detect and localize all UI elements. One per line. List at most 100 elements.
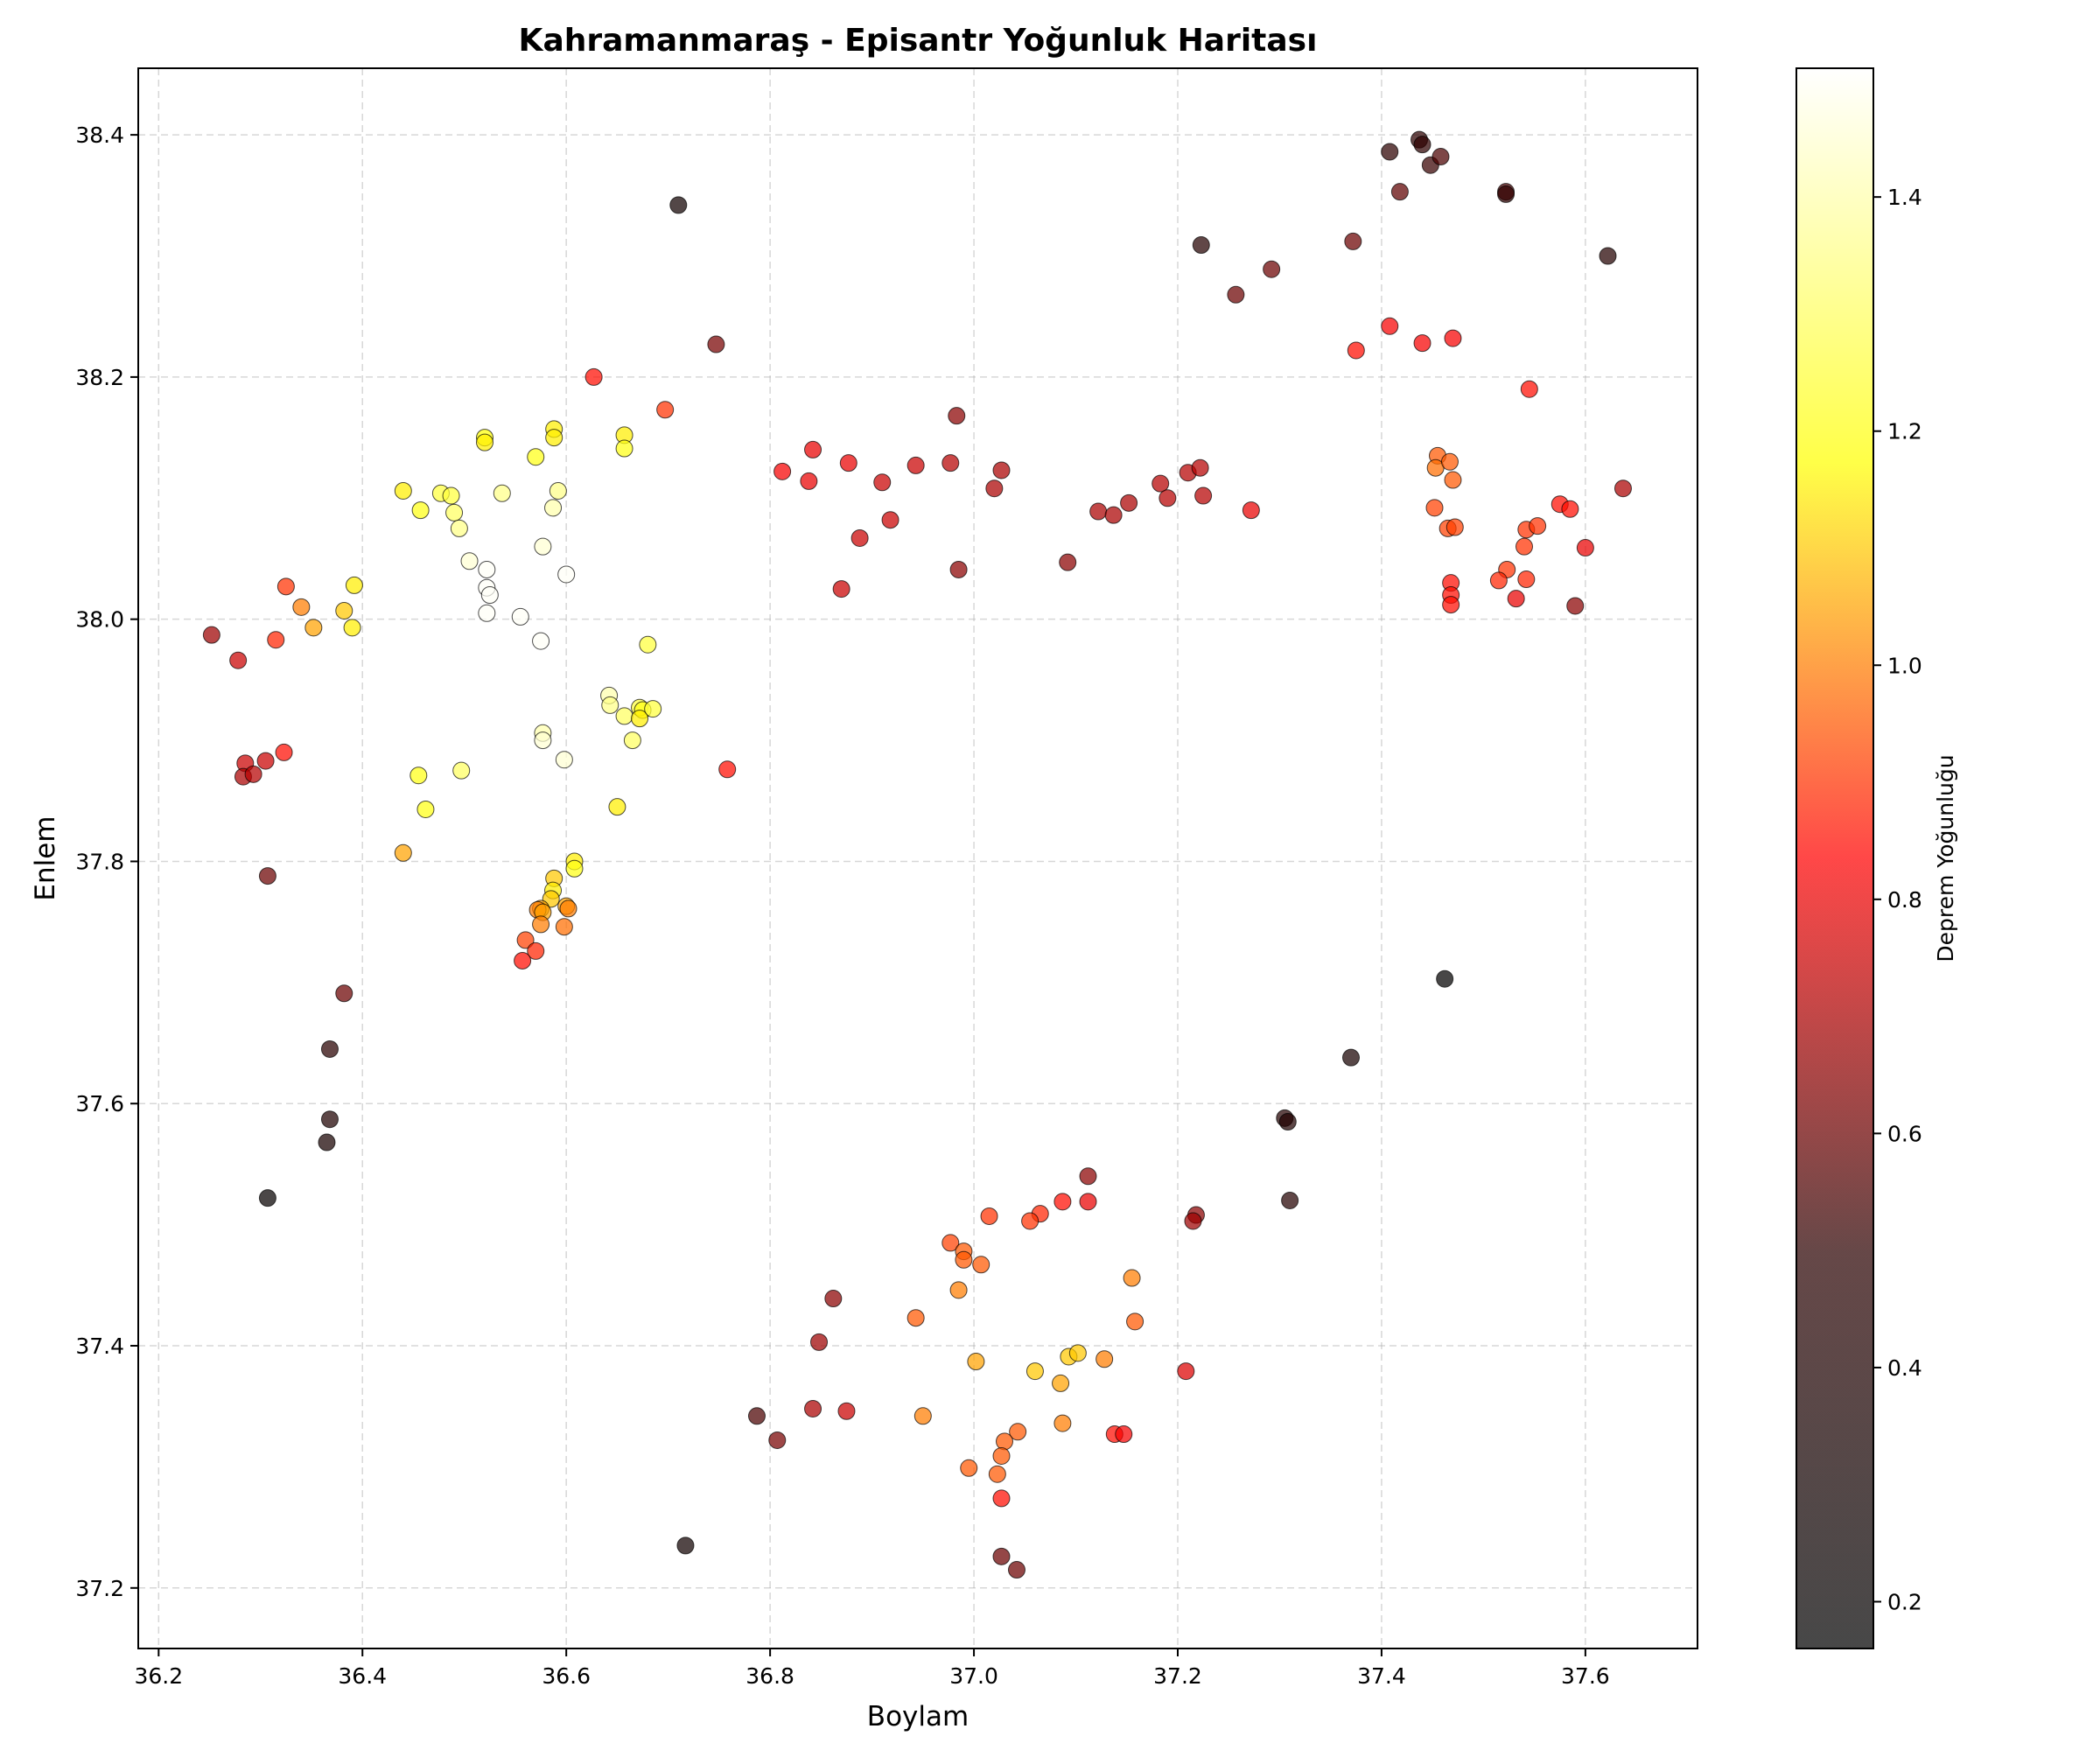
- epicenter-point: [1497, 185, 1516, 203]
- epicenter-point: [244, 765, 262, 783]
- epicenter-point: [534, 732, 552, 750]
- colorbar-ticks: 0.2 0.4 0.6 0.8 1.0 1.2 1.4: [1873, 185, 1922, 1614]
- epicenter-point: [1561, 500, 1579, 518]
- epicenter-point: [394, 844, 412, 862]
- epicenter-point: [1444, 471, 1462, 489]
- epicenter-point: [345, 576, 363, 594]
- epicenter-point: [1281, 1191, 1299, 1209]
- epicenter-point: [837, 1402, 856, 1420]
- epicenter-point: [1517, 570, 1536, 589]
- epicenter-point: [1520, 380, 1538, 398]
- epicenter-point: [1052, 1374, 1070, 1392]
- epicenter-point: [992, 1489, 1011, 1508]
- epicenter-point: [1120, 494, 1138, 512]
- epicenter-point: [1089, 502, 1108, 521]
- y-tick-label: 37.8: [75, 849, 124, 874]
- epicenter-point: [1278, 1113, 1297, 1130]
- epicenter-point: [450, 519, 468, 537]
- epicenter-point: [639, 635, 657, 654]
- epicenter-point: [881, 511, 900, 529]
- epicenter-point: [768, 1431, 787, 1449]
- epicenter-point: [1442, 596, 1460, 614]
- epicenter-point: [1614, 480, 1632, 498]
- epicenter-point: [804, 440, 822, 458]
- epicenter-point: [1263, 260, 1281, 278]
- epicenter-point: [1347, 341, 1365, 360]
- epicenter-point: [516, 931, 535, 949]
- epicenter-point: [615, 707, 634, 725]
- x-tick-label: 36.2: [134, 1663, 183, 1689]
- colorbar-tick-label: 1.2: [1887, 419, 1922, 444]
- epicenter-point: [1242, 501, 1260, 520]
- epicenter-point: [549, 481, 567, 500]
- epicenter-point: [511, 607, 529, 626]
- epicenter-point: [1123, 1269, 1141, 1287]
- epicenter-point: [1152, 474, 1170, 493]
- epicenter-point: [914, 1407, 932, 1425]
- y-axis-label: Enlem: [30, 816, 61, 900]
- epicenter-point: [608, 798, 626, 816]
- epicenter-point: [1079, 1193, 1097, 1211]
- epicenter-point: [601, 696, 620, 714]
- epicenter-point: [555, 751, 573, 769]
- epicenter-point: [275, 743, 293, 761]
- epicenter-point: [335, 984, 354, 1003]
- epicenter-point: [1413, 334, 1432, 353]
- epicenter-point: [1021, 1212, 1040, 1230]
- epicenter-point: [565, 859, 584, 878]
- epicenter-point: [623, 732, 641, 750]
- epicenter-point: [442, 486, 460, 505]
- epicenter-point: [906, 1309, 925, 1327]
- epicenter-point: [1191, 458, 1209, 477]
- epicenter-point: [559, 900, 578, 918]
- epicenter-point: [1007, 1561, 1026, 1579]
- epicenter-point: [1068, 1344, 1087, 1362]
- epicenter-point: [960, 1459, 978, 1477]
- y-tick-label: 38.4: [75, 122, 124, 148]
- epicenter-point: [476, 433, 494, 452]
- epicenter-point: [832, 580, 850, 598]
- epicenter-point: [1381, 317, 1399, 335]
- epicenter-point: [644, 700, 662, 718]
- epicenter-point: [804, 1399, 822, 1418]
- colorbar-tick-label: 1.0: [1887, 653, 1922, 678]
- epicenter-point: [202, 626, 220, 644]
- x-tick-label: 37.4: [1357, 1663, 1406, 1689]
- x-tick-label: 36.4: [338, 1663, 387, 1689]
- y-tick-label: 38.2: [75, 365, 124, 390]
- epicenter-point: [949, 1281, 968, 1299]
- epicenter-point: [774, 462, 792, 480]
- epicenter-point: [942, 454, 960, 472]
- colorbar-tick-label: 0.8: [1887, 887, 1922, 913]
- epicenter-point: [410, 766, 428, 785]
- epicenter-point: [1425, 499, 1444, 517]
- y-tick-label: 38.0: [75, 607, 124, 633]
- epicenter-point: [335, 601, 354, 620]
- epicenter-point: [532, 915, 550, 934]
- epicenter-point: [1054, 1193, 1072, 1211]
- epicenter-point: [1096, 1350, 1114, 1368]
- x-tick-label: 37.0: [949, 1663, 998, 1689]
- epicenter-point: [258, 1189, 276, 1208]
- y-tick-label: 37.2: [75, 1576, 124, 1601]
- epicenter-point: [1342, 1048, 1360, 1067]
- epicenter-point: [318, 1133, 336, 1152]
- epicenter-point: [1516, 537, 1533, 556]
- epicenter-point: [1529, 517, 1547, 536]
- colorbar-tick-label: 0.2: [1887, 1589, 1922, 1614]
- epicenter-point: [992, 1547, 1011, 1565]
- epicenter-point: [631, 710, 649, 728]
- epicenter-point: [527, 448, 545, 466]
- epicenter-point: [480, 586, 499, 604]
- epicenter-point: [256, 752, 275, 770]
- epicenter-point: [460, 552, 479, 570]
- epicenter-point: [292, 598, 311, 616]
- epicenter-point: [1489, 571, 1508, 590]
- epicenter-point: [669, 196, 688, 214]
- colorbar: [1796, 68, 1873, 1648]
- x-tick-label: 36.6: [542, 1663, 591, 1689]
- x-tick-label: 36.8: [746, 1663, 794, 1689]
- epicenter-point: [1026, 1362, 1044, 1381]
- epicenter-point: [992, 1446, 1011, 1465]
